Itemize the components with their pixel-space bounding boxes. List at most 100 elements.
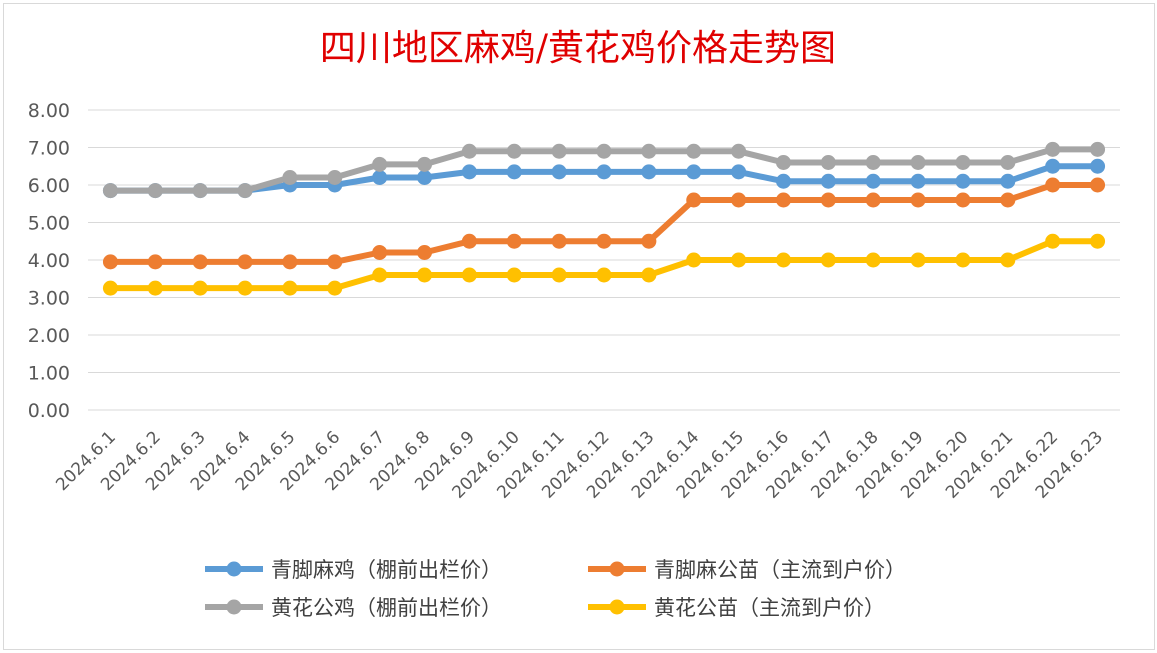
data-point: [641, 233, 657, 249]
data-point: [1045, 233, 1061, 249]
data-point: [417, 170, 433, 185]
data-point: [820, 155, 836, 170]
data-point: [327, 170, 343, 185]
data-point: [1090, 141, 1106, 157]
data-point: [237, 183, 253, 199]
data-point: [731, 192, 747, 208]
legend-item: 青脚麻公苗（主流到户价）: [588, 558, 906, 582]
data-point: [910, 173, 926, 189]
data-point: [1000, 252, 1016, 268]
series-line: [110, 182, 1098, 265]
data-point: [461, 143, 477, 159]
data-point: [955, 192, 971, 208]
data-point: [641, 267, 657, 283]
data-point: [282, 280, 298, 296]
data-point: [102, 183, 118, 199]
legend-item: 黄花公苗（主流到户价）: [588, 596, 885, 620]
legend-item: 青脚麻鸡（棚前出栏价）: [205, 558, 502, 582]
data-point: [820, 192, 836, 208]
data-point: [910, 192, 926, 208]
data-point: [1000, 155, 1016, 170]
data-point: [865, 173, 881, 189]
data-point: [372, 156, 388, 172]
data-point: [461, 164, 477, 180]
legend: 青脚麻鸡（棚前出栏价） 青脚麻公苗（主流到户价） 黄花公鸡（棚前出栏价） 黄花公苗（主…: [205, 558, 906, 620]
data-point: [192, 254, 208, 270]
legend-label: 黄花公鸡（棚前出栏价）: [271, 596, 502, 620]
data-point: [1090, 233, 1106, 249]
data-point: [775, 252, 791, 268]
data-point: [1090, 158, 1106, 174]
data-point: [641, 164, 657, 180]
data-point: [282, 254, 298, 270]
data-point: [192, 183, 208, 199]
data-point: [820, 173, 836, 189]
data-point: [865, 252, 881, 268]
data-point: [147, 280, 163, 296]
data-point: [1045, 158, 1061, 174]
y-axis-ticks: 0.00 1.00 2.00 3.00 4.00 5.00 6.00 7.00 8.00: [28, 100, 70, 422]
data-point: [147, 183, 163, 199]
data-point: [551, 267, 567, 283]
y-tick-label: 6.00: [28, 175, 70, 197]
y-tick-label: 3.00: [28, 288, 70, 310]
data-point: [775, 173, 791, 189]
legend-label: 黄花公苗（主流到户价）: [654, 596, 885, 620]
x-axis-ticks: 2024.6.12024.6.22024.6.32024.6.42024.6.5…: [52, 427, 1107, 502]
data-point: [731, 143, 747, 159]
data-point: [1000, 192, 1016, 208]
data-point: [102, 280, 118, 296]
data-point: [506, 164, 522, 180]
data-point: [551, 143, 567, 159]
data-point: [686, 252, 702, 268]
data-point: [506, 233, 522, 249]
data-point: [327, 254, 343, 270]
data-point: [596, 143, 612, 159]
data-point: [955, 155, 971, 170]
y-tick-label: 7.00: [28, 138, 70, 160]
data-point: [865, 192, 881, 208]
data-point: [1045, 141, 1061, 157]
series-3: [102, 141, 1106, 199]
data-point: [775, 155, 791, 170]
data-point: [372, 267, 388, 283]
series-4: [102, 233, 1106, 296]
data-point: [596, 267, 612, 283]
data-point: [596, 233, 612, 249]
data-point: [237, 254, 253, 270]
legend-swatch-marker: [609, 561, 625, 577]
data-point: [955, 252, 971, 268]
legend-swatch-marker: [226, 561, 242, 577]
data-point: [596, 164, 612, 180]
data-point: [327, 280, 343, 296]
data-point: [686, 192, 702, 208]
data-point: [551, 233, 567, 249]
legend-label: 青脚麻鸡（棚前出栏价）: [271, 558, 502, 582]
legend-item: 黄花公鸡（棚前出栏价）: [205, 596, 502, 620]
data-point: [1045, 177, 1061, 193]
data-point: [731, 164, 747, 180]
data-point: [731, 252, 747, 268]
data-point: [910, 155, 926, 170]
y-tick-label: 2.00: [28, 325, 70, 347]
gridlines: [88, 109, 1120, 411]
chart-title: 四川地区麻鸡/黄花鸡价格走势图: [320, 28, 836, 69]
data-point: [461, 233, 477, 249]
series-2: [102, 177, 1106, 270]
data-point: [910, 252, 926, 268]
data-point: [147, 254, 163, 270]
data-point: [102, 254, 118, 270]
data-point: [372, 245, 388, 260]
legend-label: 青脚麻公苗（主流到户价）: [654, 558, 906, 582]
legend-swatch-marker: [226, 599, 242, 615]
data-point: [1090, 177, 1106, 193]
data-point: [1000, 173, 1016, 189]
legend-swatch-marker: [609, 599, 625, 615]
chart-frame: [3, 3, 1155, 650]
data-point: [282, 170, 298, 185]
data-point: [506, 143, 522, 159]
data-point: [686, 164, 702, 180]
data-point: [865, 155, 881, 170]
data-point: [686, 143, 702, 159]
